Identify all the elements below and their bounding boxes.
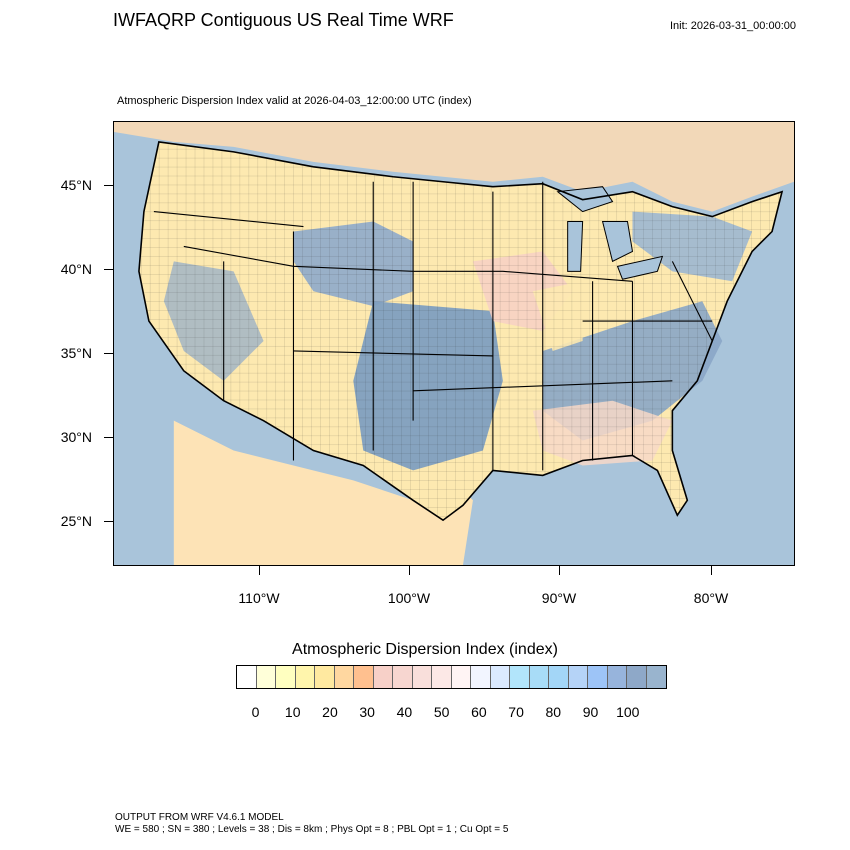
colorbar-swatch [549,666,569,688]
colorbar-swatch [510,666,530,688]
colorbar-tick-label: 50 [433,704,450,720]
lat-tick-25 [104,521,113,522]
lat-label-40: 40°N [60,261,92,277]
lon-tick-80w [711,566,712,575]
colorbar-swatch [295,666,315,688]
colorbar-tick-label: 0 [251,704,260,720]
colorbar-swatch [471,666,491,688]
footer-model: OUTPUT FROM WRF V4.6.1 MODEL [115,812,284,823]
colorbar-tick-label: 100 [616,704,640,720]
lat-label-30: 30°N [60,429,92,445]
lon-tick-90w [559,566,560,575]
lon-label-90w: 90°W [541,590,577,606]
colorbar-tick-label: 40 [396,704,413,720]
colorbar-swatch [276,666,296,688]
colorbar-swatch [451,666,471,688]
colorbar-tick-label: 90 [582,704,599,720]
lake-michigan [567,221,584,272]
lake-huron [601,221,634,263]
colorbar-swatch [393,666,413,688]
state-boundaries [153,181,713,471]
colorbar-swatch [607,666,627,688]
colorbar-swatch [412,666,432,688]
lat-tick-35 [104,353,113,354]
colorbar-swatch [256,666,276,688]
lon-label-110w: 110°W [238,590,280,606]
colorbar-swatch [354,666,374,688]
colorbar-tick-label: 30 [359,704,375,720]
lon-tick-100w [409,566,410,575]
colorbar-swatch [588,666,608,688]
colorbar-tick-label: 20 [322,704,338,720]
map-subtitle: Atmospheric Dispersion Index valid at 20… [117,95,472,107]
colorbar-swatch [334,666,354,688]
dispersion-map [114,122,794,565]
colorbar-swatch [373,666,393,688]
colorbar-swatch [315,666,335,688]
canada-land [114,122,794,212]
colorbar-swatch [432,666,452,688]
mexico-land [173,420,473,565]
lon-tick-110w [259,566,260,575]
colorbar-swatch [646,666,666,688]
lake-erie [616,255,664,280]
colorbar-swatch [529,666,549,688]
lat-tick-45 [104,185,113,186]
map-panel [113,121,795,566]
lon-label-80w: 80°W [693,590,729,606]
lat-tick-30 [104,437,113,438]
us-outline [138,141,784,522]
colorbar-tick-label: 10 [284,704,301,720]
colorbar [236,665,667,689]
footer-config: WE = 580 ; SN = 380 ; Levels = 38 ; Dis … [115,824,509,835]
colorbar-swatch [568,666,588,688]
lat-label-35: 35°N [60,345,92,361]
colorbar-swatch [237,666,257,688]
colorbar-tick-label: 80 [545,704,562,720]
lon-label-100w: 100°W [387,590,431,606]
init-time: Init: 2026-03-31_00:00:00 [670,20,796,32]
lat-label-45: 45°N [60,177,92,193]
figure-title: IWFAQRP Contiguous US Real Time WRF [113,10,454,30]
colorbar-tick-label: 60 [471,704,487,720]
colorbar-tick-label: 70 [508,704,524,720]
colorbar-title: Atmospheric Dispersion Index (index) [292,641,558,658]
colorbar-swatch [627,666,647,688]
lat-label-25: 25°N [60,513,92,529]
colorbar-swatch [490,666,510,688]
lat-tick-40 [104,269,113,270]
